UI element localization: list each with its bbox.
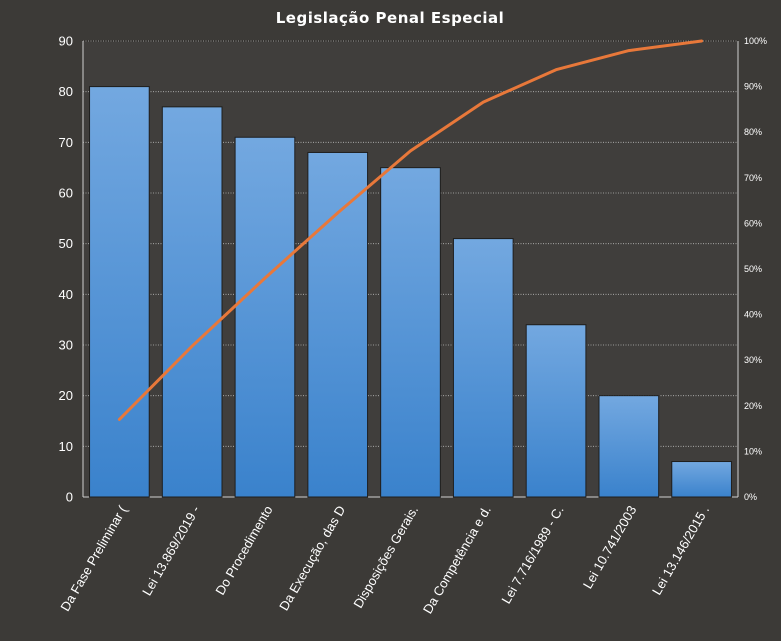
- y-tick-label: 40: [59, 287, 73, 302]
- x-tick-label: Do Procedimento: [212, 503, 275, 597]
- y-tick-label: 30: [59, 338, 73, 353]
- cumulative-point: [554, 68, 558, 71]
- x-tick-label: Lei 13.146/2015 .: [649, 503, 712, 598]
- cumulative-point: [409, 149, 412, 153]
- x-tick-label: Lei 7.716/1989 - C.: [498, 503, 566, 606]
- x-tick-label: Da Execução, das D: [276, 503, 348, 613]
- y-tick-label: 90: [59, 34, 73, 49]
- x-tick-label: Da Fase Preliminar (: [57, 502, 130, 613]
- y-tick-label: 70: [59, 135, 73, 150]
- bar: [671, 461, 732, 498]
- cumulative-point: [190, 344, 194, 348]
- bar: [89, 86, 150, 498]
- bar: [525, 324, 587, 498]
- y2-tick-label: 60%: [744, 218, 762, 228]
- y2-tick-label: 20%: [744, 401, 762, 411]
- bar: [380, 167, 441, 498]
- bar: [307, 151, 369, 498]
- cumulative-point: [118, 418, 121, 421]
- bar: [598, 395, 660, 498]
- y-tick-label: 20: [59, 388, 73, 403]
- chart-title: Legislação Penal Especial: [276, 9, 505, 27]
- x-tick-label: Da Competência e d.: [420, 503, 494, 616]
- y2-tick-label: 10%: [744, 446, 762, 456]
- cumulative-point: [627, 49, 631, 52]
- y2-tick-label: 50%: [744, 264, 762, 274]
- y2-tick-label: 30%: [744, 355, 762, 365]
- bar: [452, 238, 514, 498]
- y2-tick-label: 0%: [744, 492, 757, 502]
- x-tick-label: Disposições Gerais.: [350, 503, 421, 611]
- y-tick-label: 60: [59, 186, 73, 201]
- plot-area: 0 10 20 30 40 50 60 70 80 90 0% 10% 20% 30% 40% 50% 60% 7…: [57, 34, 767, 617]
- y2-tick-label: 100%: [744, 36, 767, 46]
- y2-tick-label: 70%: [744, 173, 762, 183]
- y2-tick-label: 90%: [744, 82, 762, 92]
- x-tick-label: Lei 13.869/2019 -: [139, 503, 203, 598]
- cumulative-point: [263, 276, 267, 280]
- y2-tick-label: 80%: [744, 127, 762, 137]
- y2-tick-label: 40%: [744, 310, 762, 320]
- cumulative-point: [482, 100, 485, 104]
- y-tick-label: 50: [59, 236, 73, 251]
- cumulative-point: [336, 211, 339, 215]
- bar: [161, 106, 223, 498]
- y-tick-label: 80: [59, 84, 73, 99]
- x-tick-label: Lei 10.741/2003: [580, 503, 640, 591]
- y-tick-label: 0: [66, 490, 73, 505]
- cumulative-point: [700, 39, 703, 43]
- bar: [234, 136, 296, 498]
- y-tick-label: 10: [59, 439, 73, 454]
